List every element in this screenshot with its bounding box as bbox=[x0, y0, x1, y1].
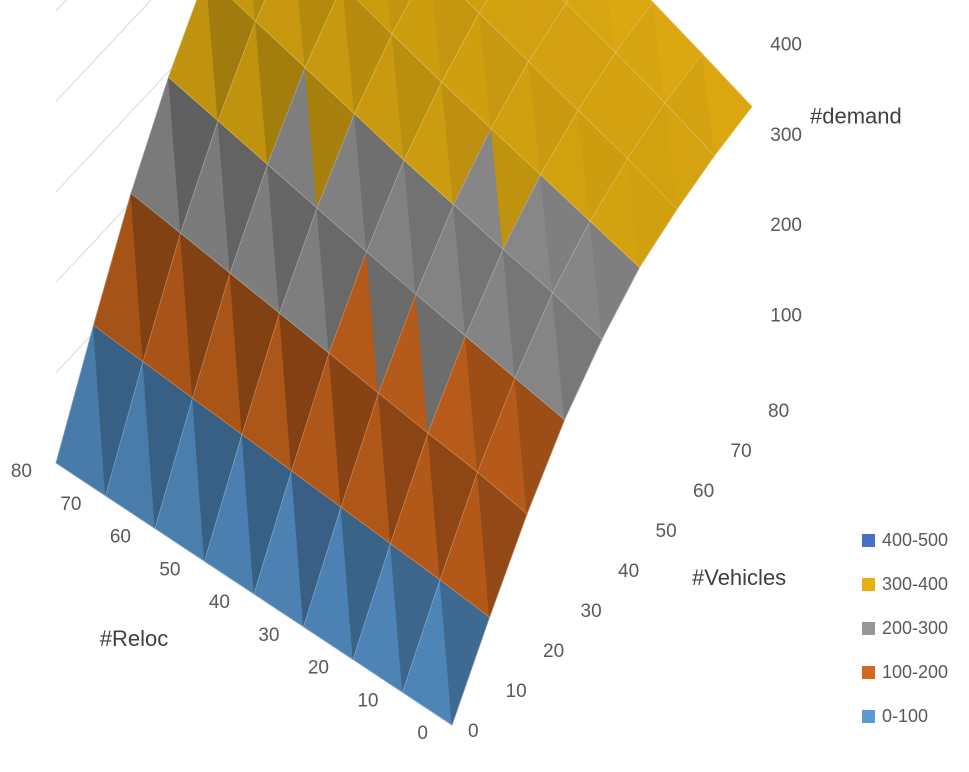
gridline bbox=[55, 0, 152, 102]
y-tick-label: 80 bbox=[768, 401, 789, 422]
legend-swatch bbox=[862, 710, 875, 723]
surface-wire bbox=[55, 0, 198, 464]
surface-wire bbox=[204, 0, 411, 562]
surface-wire bbox=[352, 2, 654, 660]
surface-wire bbox=[130, 192, 528, 515]
surface-cell bbox=[357, 0, 393, 36]
surface-wire bbox=[93, 325, 490, 618]
x-tick-label: 30 bbox=[258, 625, 279, 646]
x-tick-label: 60 bbox=[110, 527, 131, 548]
z-tick-label: 400 bbox=[770, 34, 802, 55]
surface-wire bbox=[562, 0, 715, 156]
legend: 400-500 300-400 200-300 100-200 0-100 bbox=[862, 530, 948, 726]
surface-wire bbox=[465, 0, 678, 210]
x-axis-title: #Reloc bbox=[100, 626, 168, 651]
x-tick-label: 20 bbox=[308, 658, 329, 679]
y-tick-label: 20 bbox=[543, 641, 564, 662]
y-axis-title: #Vehicles bbox=[692, 565, 786, 590]
y-tick-label: 0 bbox=[468, 721, 479, 742]
y-tick-label: 70 bbox=[731, 441, 752, 462]
z-tick-label: 200 bbox=[770, 215, 802, 236]
surface-wire bbox=[253, 0, 488, 595]
y-tick-label: 60 bbox=[693, 481, 714, 502]
legend-label: 300-400 bbox=[882, 574, 948, 594]
legend-swatch bbox=[862, 622, 875, 635]
surface-wire bbox=[154, 0, 337, 529]
surface-wire bbox=[402, 53, 703, 693]
legend-label: 200-300 bbox=[882, 618, 948, 638]
surface-wire bbox=[105, 0, 266, 496]
surface-wire bbox=[168, 76, 565, 420]
surface-cell bbox=[701, 52, 753, 157]
x-tick-label: 70 bbox=[60, 494, 81, 515]
surface-cell bbox=[232, 0, 256, 23]
y-tick-label: 50 bbox=[656, 521, 677, 542]
legend-swatch bbox=[862, 666, 875, 679]
surface-cell bbox=[253, 0, 266, 22]
surface-cell bbox=[388, 0, 411, 36]
z-tick-label: 300 bbox=[770, 125, 802, 146]
surface-wire bbox=[232, 0, 603, 340]
x-tick-label: 80 bbox=[11, 461, 32, 482]
legend-label: 400-500 bbox=[882, 530, 948, 550]
y-tick-label: 30 bbox=[581, 601, 602, 622]
y-tick-label: 40 bbox=[618, 561, 639, 582]
legend-swatch bbox=[862, 578, 875, 591]
surface-cell bbox=[562, 0, 567, 5]
surface-wire bbox=[55, 462, 453, 726]
x-tick-label: 40 bbox=[209, 592, 230, 613]
z-tick-label: 100 bbox=[770, 306, 802, 327]
y-tick-label: 10 bbox=[506, 681, 527, 702]
surface-wire bbox=[303, 0, 569, 627]
axis-ticks: 0 10 20 30 40 50 60 70 80 0 10 20 30 40 50 60 70 80 100 200… bbox=[11, 34, 802, 744]
x-tick-label: 50 bbox=[159, 559, 180, 580]
legend-label: 100-200 bbox=[882, 662, 948, 682]
surface-plot bbox=[55, 0, 753, 726]
surface-cell bbox=[465, 0, 480, 15]
legend-swatch bbox=[862, 534, 875, 547]
z-axis-title: #demand bbox=[810, 104, 902, 129]
legend-label: 0-100 bbox=[882, 706, 928, 726]
surface-wire bbox=[357, 0, 640, 268]
surface-wire bbox=[451, 106, 753, 726]
x-tick-label: 10 bbox=[357, 690, 378, 711]
surface-wire bbox=[650, 0, 753, 107]
x-tick-label: 0 bbox=[417, 723, 428, 744]
